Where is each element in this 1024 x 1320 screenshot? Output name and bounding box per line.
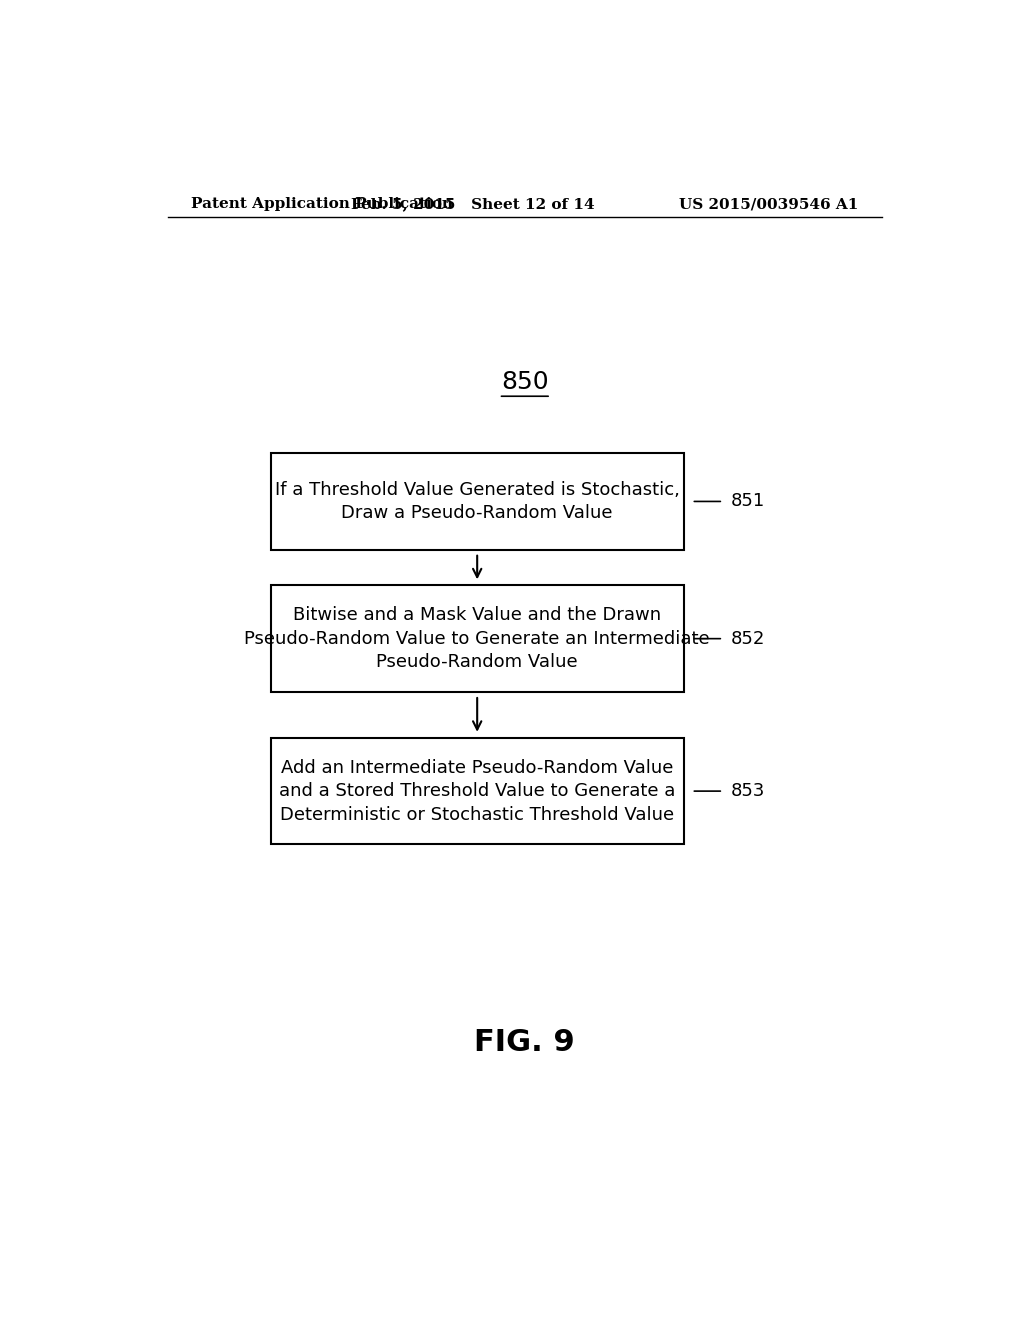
Text: 853: 853 [731,783,766,800]
Text: 851: 851 [731,492,765,511]
Text: Patent Application Publication: Patent Application Publication [191,197,454,211]
Text: Feb. 5, 2015   Sheet 12 of 14: Feb. 5, 2015 Sheet 12 of 14 [351,197,595,211]
Text: US 2015/0039546 A1: US 2015/0039546 A1 [679,197,858,211]
Text: 852: 852 [731,630,766,648]
Text: 850: 850 [501,370,549,393]
Text: FIG. 9: FIG. 9 [474,1028,575,1057]
FancyBboxPatch shape [270,738,684,845]
FancyBboxPatch shape [270,453,684,549]
FancyBboxPatch shape [270,585,684,692]
Text: Add an Intermediate Pseudo-Random Value
and a Stored Threshold Value to Generate: Add an Intermediate Pseudo-Random Value … [279,759,676,824]
Text: Bitwise and a Mask Value and the Drawn
Pseudo-Random Value to Generate an Interm: Bitwise and a Mask Value and the Drawn P… [245,606,710,672]
Text: If a Threshold Value Generated is Stochastic,
Draw a Pseudo-Random Value: If a Threshold Value Generated is Stocha… [274,480,680,523]
